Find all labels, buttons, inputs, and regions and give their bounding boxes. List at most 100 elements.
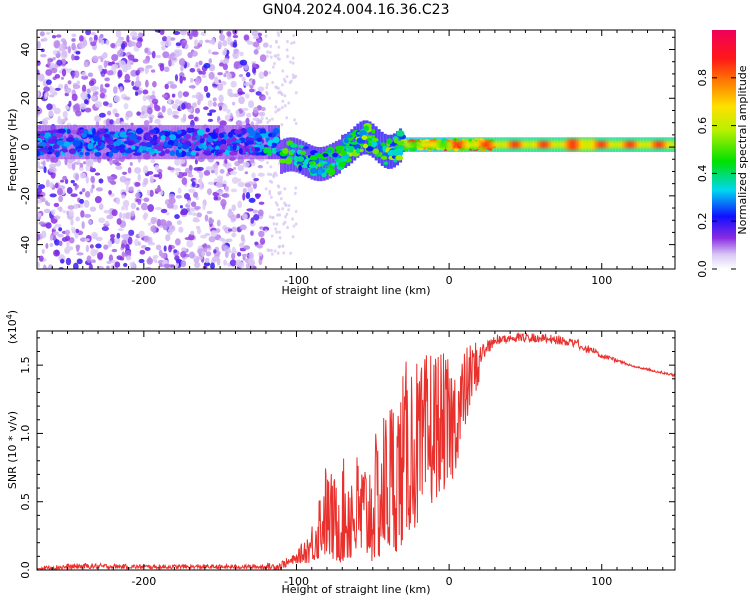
spectrogram-speckle [80,91,88,100]
spectrogram-speckle [257,172,265,177]
spectrogram-band-blob [303,146,309,150]
spectrogram-speckle [257,38,263,43]
spectrogram-band-blob [66,128,71,135]
spectrogram-speckle [219,120,227,127]
spectrogram-carrier-segment [520,141,523,149]
spectrogram-speckle [218,106,223,111]
spectrogram-band-blob [199,138,205,144]
spectrogram-speckle [101,73,105,78]
spectrogram-speckle [81,221,85,230]
spectrogram-speckle [49,193,57,198]
spectrogram-speckle [231,252,236,260]
spectrogram-speckle [146,51,152,56]
spectrogram-speckle [161,36,168,42]
spectrogram-speckle [71,53,75,61]
spectrogram-carrier-segment [453,141,457,149]
spectrogram-speckle [223,57,229,64]
spectrogram-speckle [206,188,212,196]
snr-x-tick-label: -100 [284,575,309,588]
spectrogram-carrier-segment [664,141,667,149]
spectrogram-speckle [101,226,109,232]
spectrogram-speckle [140,202,148,211]
spectrogram-speckle [105,220,109,226]
spectrogram-speckle [281,99,285,103]
spectrogram-band-blob [396,130,405,137]
spectrogram-speckle [242,192,246,201]
spectrogram-speckle [175,194,183,199]
spectrogram-band-blob [231,137,237,142]
snr-ticks: -200 -100 0 100 0.0 0.5 1.0 1.5 [19,331,675,588]
spectrogram-speckle [258,252,263,257]
spectrogram-carrier [403,139,675,150]
spectrogram-speckle [276,213,279,217]
spectrogram-speckle [76,252,84,256]
spectrogram-speckle [62,50,68,58]
spectrogram-speckle [64,105,69,110]
spectrogram-speckle [64,87,72,94]
spectrogram-speckle [53,202,60,208]
spectrogram-speckle [89,244,94,249]
spectrogram-carrier-segment [446,141,450,149]
spectrogram-speckle [134,167,142,174]
spectrogram-speckle [64,92,69,97]
spectrogram-carrier-segment [410,141,413,149]
spectrogram-carrier-segment [575,139,578,150]
spectrogram-band-blob [256,137,263,143]
spectrogram-speckle [75,228,80,234]
spectrogram-carrier-segment [577,139,580,150]
spectrogram-speckle [72,203,79,210]
spectrogram-speckle [117,228,124,232]
spectrogram-speckle [60,76,65,80]
spectrogram-band-blob [322,153,329,157]
spectrogram-speckle [227,88,233,93]
spectrogram-speckle [227,247,231,254]
spectrogram-band-blob [87,134,95,138]
spectrogram-speckle [264,229,268,233]
spectrogram-speckle [276,184,280,188]
spectrogram-band-blob [383,161,389,166]
spectrogram-band-blob [97,140,102,147]
spectrogram-carrier-segment [671,141,674,149]
spectrogram-speckle [200,234,207,239]
spectrogram-speckle [39,31,45,37]
spectrogram-speckle [141,105,149,113]
spectrogram-speckle [115,30,122,38]
spectrogram-speckle [90,41,97,47]
spectrogram-carrier-segment [636,141,640,149]
spectrogram-speckle [174,168,182,172]
spectrogram-speckle [37,261,41,269]
spectrogram-speckle [145,79,149,88]
spectrogram-speckle [144,67,149,75]
spectrogram-speckle [122,199,130,207]
spectrogram-speckle [246,208,254,212]
spectrogram-speckle [84,238,90,242]
spectrogram-speckle [115,40,123,47]
spectrogram-speckle [53,91,58,96]
spectrogram-speckle [260,96,266,101]
spectrogram-speckle [47,59,51,67]
spectrogram-speckle [283,94,287,98]
spectrogram-speckle [157,171,163,180]
spectrogram-band-blob [38,142,47,148]
spectrogram-speckle [210,230,218,237]
spectrogram-band-halo [331,142,335,177]
spectrogram-band-blob [203,144,207,151]
spectrogram-speckle [147,170,154,175]
spectrogram-speckle [146,257,153,265]
spectrogram-speckle [121,234,128,239]
spectrogram-speckle [259,237,266,245]
spectrogram-speckle [41,248,45,255]
colorbar-tick-label: 0.8 [696,69,709,87]
spectrogram-speckle [168,197,176,205]
spectrogram-speckle [111,209,118,217]
spectrogram-speckle [128,186,134,192]
spectrogram-band-blob [361,135,368,141]
spectrogram-speckle [210,262,215,269]
spectrogram-speckle [258,71,265,80]
spectrogram-speckle [73,103,81,112]
spectrogram-band-blob [127,140,135,146]
spectrogram-speckle [134,182,141,187]
spectrogram-speckle [248,88,255,93]
